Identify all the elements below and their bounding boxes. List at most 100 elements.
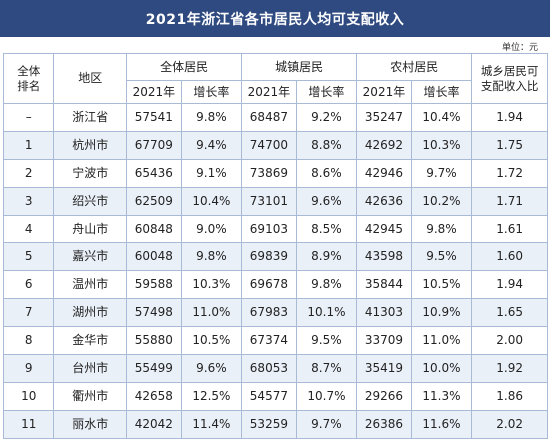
cell-all-growth: 11.0%	[180, 298, 243, 328]
cell-rural-year: 43598	[356, 242, 412, 272]
cell-rural-year: 35844	[356, 270, 412, 300]
cell-ratio: 1.61	[471, 214, 548, 244]
cell-urban-growth: 8.9%	[295, 242, 358, 272]
header-rank: 全体 排名	[2, 53, 55, 104]
unit-note: 单位：元	[501, 43, 538, 53]
header-urban-residents: 城镇居民	[241, 53, 358, 81]
cell-ratio: 1.94	[471, 270, 548, 300]
cell-area: 温州市	[53, 270, 128, 300]
cell-urban-year: 68053	[241, 354, 297, 383]
cell-all-year: 59588	[126, 270, 182, 300]
cell-urban-year: 73101	[241, 186, 297, 216]
table-row: – 浙江省 57541 9.8% 68487 9.2% 35247 10.4% 1.94	[2, 103, 548, 132]
cell-rural-year: 41303	[356, 298, 412, 328]
header-rank-text: 全体 排名	[17, 63, 41, 93]
cell-all-year: 60848	[126, 214, 182, 244]
cell-rural-growth: 9.8%	[410, 214, 473, 244]
cell-all-growth: 10.4%	[180, 186, 243, 216]
cell-urban-year: 73869	[241, 158, 297, 188]
cell-urban-growth: 8.8%	[295, 130, 358, 160]
cell-rural-year: 29266	[356, 381, 412, 411]
cell-all-growth: 12.5%	[180, 381, 243, 411]
cell-rank: 6	[2, 270, 55, 300]
cell-ratio: 2.02	[471, 409, 548, 439]
cell-urban-growth: 9.2%	[295, 103, 358, 132]
cell-rank: 7	[2, 298, 55, 328]
cell-urban-year: 69103	[241, 214, 297, 244]
header-all-residents: 全体居民	[126, 53, 243, 81]
income-table: 全体 排名 地区 全体居民 城镇居民 农村居民 城乡居民可 支配收入比 2021年 …	[2, 53, 548, 439]
header-ratio: 城乡居民可 支配收入比	[471, 53, 548, 104]
header-all-growth: 增长率	[180, 80, 243, 104]
cell-all-growth: 10.3%	[180, 270, 243, 300]
cell-urban-year: 69678	[241, 270, 297, 300]
cell-rural-growth: 10.3%	[410, 130, 473, 160]
cell-urban-growth: 10.1%	[295, 298, 358, 328]
cell-rank: 9	[2, 354, 55, 383]
cell-all-year: 67709	[126, 130, 182, 160]
cell-ratio: 1.65	[471, 298, 548, 328]
header-rural-year: 2021年	[356, 80, 412, 104]
cell-area: 丽水市	[53, 409, 128, 439]
cell-ratio: 1.94	[471, 103, 548, 132]
cell-rural-growth: 11.6%	[410, 409, 473, 439]
cell-rank: 11	[2, 409, 55, 439]
cell-urban-growth: 10.7%	[295, 381, 358, 411]
cell-ratio: 2.00	[471, 326, 548, 356]
header-ratio-text: 城乡居民可 支配收入比	[480, 63, 539, 93]
cell-all-year: 55499	[126, 354, 182, 383]
cell-all-growth: 9.4%	[180, 130, 243, 160]
cell-all-year: 57498	[126, 298, 182, 328]
cell-urban-growth: 9.7%	[295, 409, 358, 439]
cell-all-year: 60048	[126, 242, 182, 272]
cell-area: 舟山市	[53, 214, 128, 244]
cell-area: 湖州市	[53, 298, 128, 328]
cell-rural-growth: 10.9%	[410, 298, 473, 328]
cell-area: 绍兴市	[53, 186, 128, 216]
cell-rank: 5	[2, 242, 55, 272]
table-body: – 浙江省 57541 9.8% 68487 9.2% 35247 10.4% 1.94 1 杭州…	[2, 103, 548, 439]
table-title: 2021年浙江省各市居民人均可支配收入	[0, 0, 550, 37]
cell-rank: 8	[2, 326, 55, 356]
table-row: 9 台州市 55499 9.6% 68053 8.7% 35419 10.0% 1.92	[2, 354, 548, 383]
header-urban-year: 2021年	[241, 80, 297, 104]
cell-ratio: 1.92	[471, 354, 548, 383]
cell-urban-year: 67374	[241, 326, 297, 356]
table-row: 3 绍兴市 62509 10.4% 73101 9.6% 42636 10.2% 1.71	[2, 186, 548, 216]
cell-urban-growth: 8.5%	[295, 214, 358, 244]
cell-rural-growth: 10.5%	[410, 270, 473, 300]
cell-urban-growth: 8.7%	[295, 354, 358, 383]
cell-all-growth: 9.8%	[180, 242, 243, 272]
cell-ratio: 1.86	[471, 381, 548, 411]
cell-rural-year: 42636	[356, 186, 412, 216]
table-row: 2 宁波市 65436 9.1% 73869 8.6% 42946 9.7% 1.72	[2, 158, 548, 188]
cell-rural-year: 35247	[356, 103, 412, 132]
cell-ratio: 1.71	[471, 186, 548, 216]
header-area: 地区	[53, 53, 128, 104]
cell-all-growth: 10.5%	[180, 326, 243, 356]
cell-urban-growth: 8.6%	[295, 158, 358, 188]
cell-rank: –	[2, 103, 55, 132]
cell-rural-growth: 9.5%	[410, 242, 473, 272]
table-row: 5 嘉兴市 60048 9.8% 69839 8.9% 43598 9.5% 1.60	[2, 242, 548, 272]
cell-area: 衢州市	[53, 381, 128, 411]
cell-ratio: 1.75	[471, 130, 548, 160]
cell-rural-growth: 11.3%	[410, 381, 473, 411]
cell-all-year: 57541	[126, 103, 182, 132]
cell-area: 浙江省	[53, 103, 128, 132]
cell-urban-year: 54577	[241, 381, 297, 411]
cell-rank: 4	[2, 214, 55, 244]
cell-ratio: 1.60	[471, 242, 548, 272]
cell-urban-year: 53259	[241, 409, 297, 439]
cell-rural-year: 42692	[356, 130, 412, 160]
cell-rural-growth: 10.4%	[410, 103, 473, 132]
cell-rank: 1	[2, 130, 55, 160]
cell-rural-growth: 11.0%	[410, 326, 473, 356]
header-all-year: 2021年	[126, 80, 182, 104]
header-rural-growth: 增长率	[410, 80, 473, 104]
table-row: 1 杭州市 67709 9.4% 74700 8.8% 42692 10.3% 1.75	[2, 130, 548, 160]
cell-urban-year: 67983	[241, 298, 297, 328]
cell-all-growth: 9.0%	[180, 214, 243, 244]
cell-urban-growth: 9.6%	[295, 186, 358, 216]
